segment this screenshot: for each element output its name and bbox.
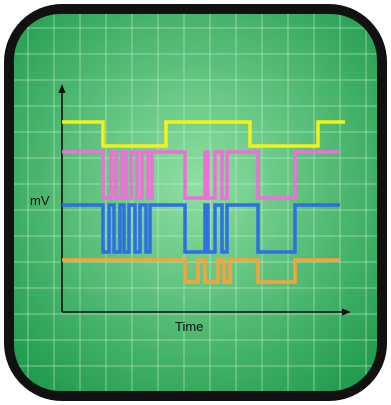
trace-orange — [62, 258, 340, 284]
x-axis-label: Time — [175, 319, 203, 334]
trace-yellow — [62, 120, 345, 148]
screen — [14, 14, 377, 391]
trace-blue — [62, 203, 340, 254]
y-axis-arrow — [58, 84, 66, 93]
x-axis-arrow — [342, 308, 351, 316]
y-axis-label: mV — [30, 193, 50, 208]
axes — [58, 84, 351, 316]
screen-grid — [14, 14, 377, 391]
signal-traces — [62, 120, 345, 284]
trace-pink — [62, 150, 340, 200]
